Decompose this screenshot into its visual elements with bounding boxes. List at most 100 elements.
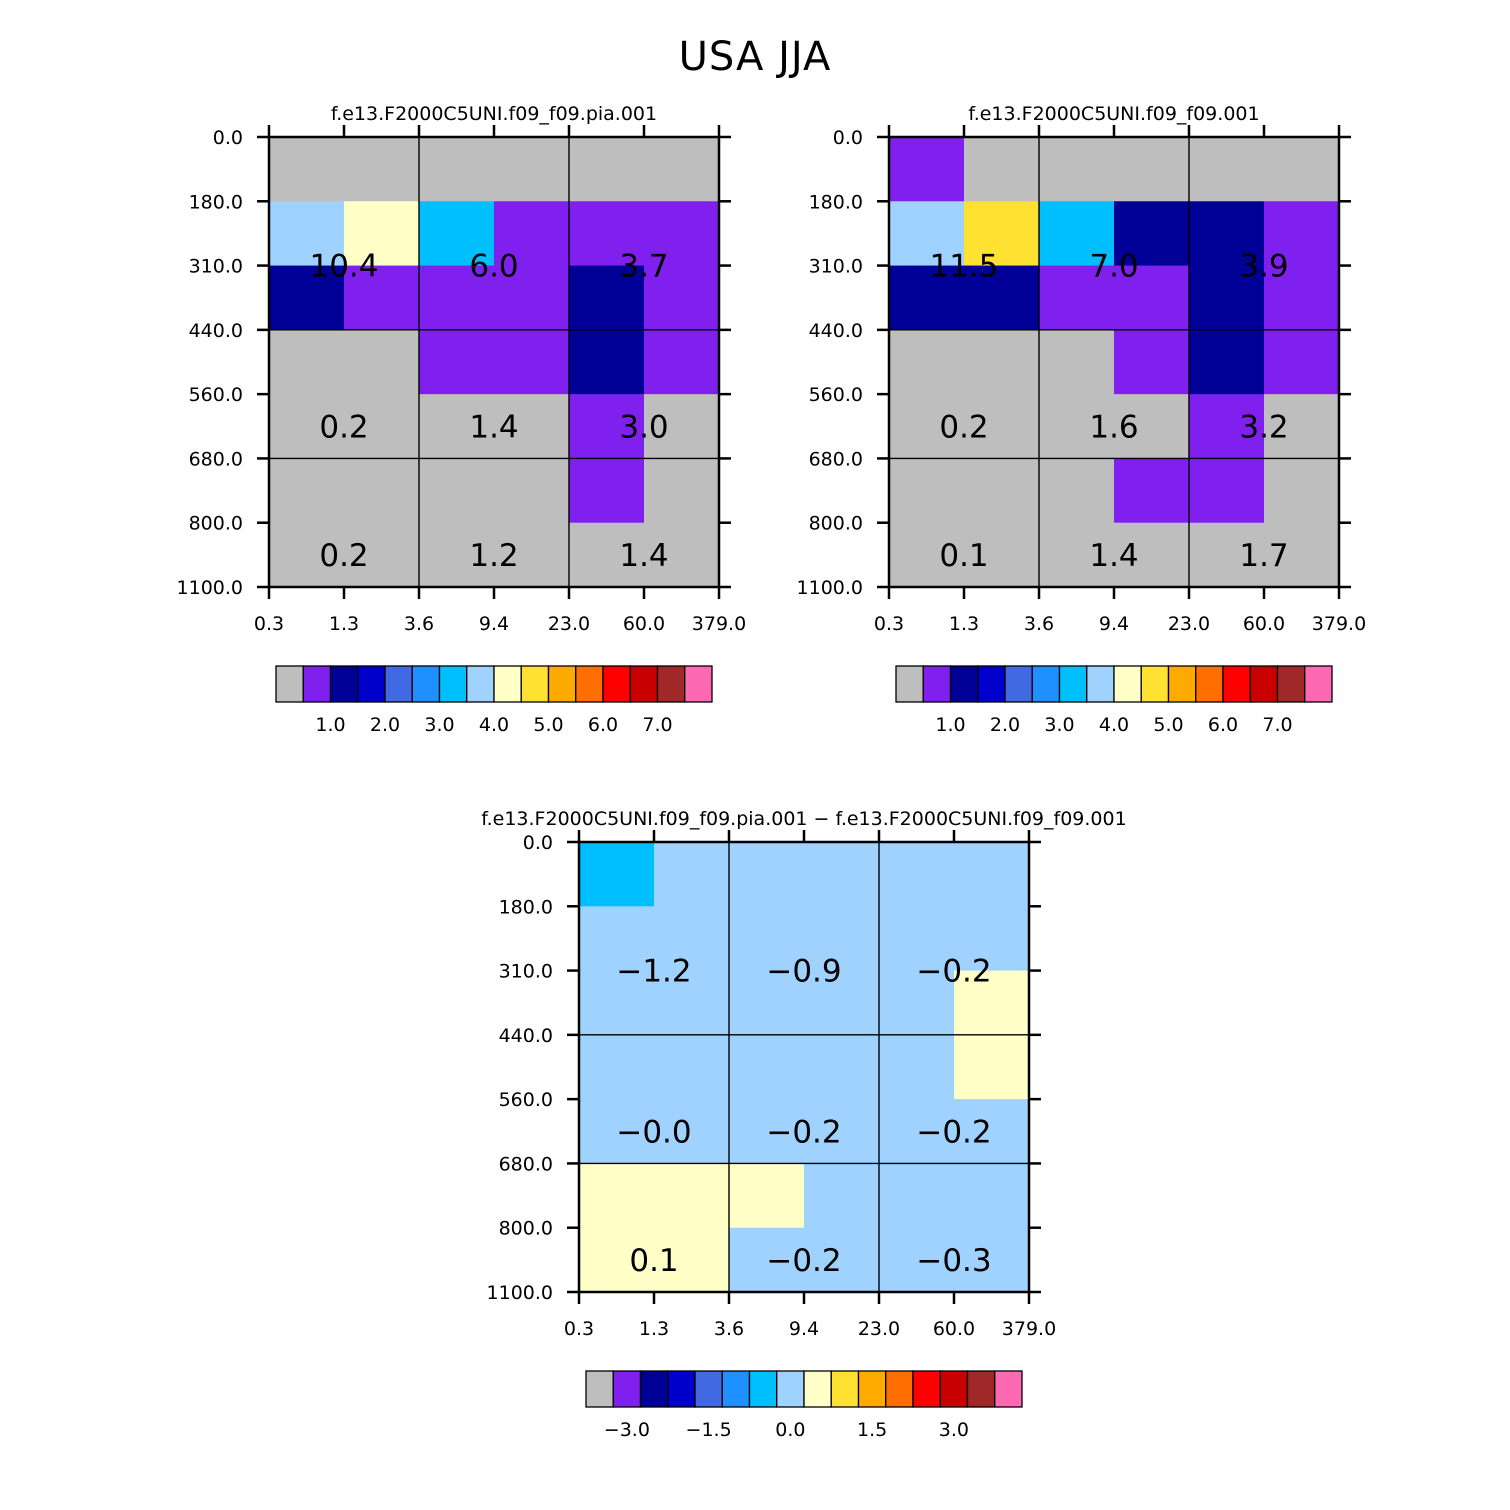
x-tick-label: 379.0 [1312, 613, 1366, 635]
colorbar-box [994, 1370, 1023, 1408]
heatmap-cell [1039, 329, 1115, 395]
x-tick-label: 1.3 [329, 613, 359, 635]
heatmap-cell [804, 970, 880, 1036]
heatmap-cell [269, 329, 345, 395]
heatmap-cell [579, 906, 655, 972]
heatmap-cell [804, 1163, 880, 1229]
colorbar-box [585, 1370, 614, 1408]
heatmap-cell [654, 1034, 730, 1100]
heatmap-cell [1114, 394, 1190, 459]
y-tick-label: 800.0 [809, 513, 863, 535]
y-tick-label: 1100.0 [177, 577, 243, 599]
y-tick-label: 180.0 [499, 896, 553, 918]
x-tick-label: 9.4 [789, 1318, 819, 1340]
colorbar-label: −1.5 [686, 1419, 732, 1441]
heatmap-cell [1264, 394, 1340, 459]
x-tick-label: 23.0 [1168, 613, 1210, 635]
cell-value-label: 1.6 [1089, 409, 1138, 445]
heatmap-cell [644, 201, 720, 267]
heatmap-cell [964, 201, 1040, 267]
colorbar-box [684, 665, 713, 703]
colorbar-box [1031, 665, 1061, 703]
heatmap-cell [579, 970, 655, 1036]
colorbar-box [1276, 665, 1306, 703]
colorbar-label: 7.0 [642, 714, 672, 736]
heatmap-cell [1039, 394, 1115, 459]
heatmap-cell [1114, 329, 1190, 395]
heatmap-cell [654, 1099, 730, 1164]
x-tick-label: 0.3 [254, 613, 284, 635]
colorbar-label: 2.0 [370, 714, 400, 736]
heatmap-cell [494, 201, 570, 267]
x-tick-label: 23.0 [548, 613, 590, 635]
heatmap-cell [579, 1163, 655, 1229]
colorbar: −3.0 −1.5 0.0 1.5 3.0 [585, 1370, 1023, 1441]
colorbar-box [694, 1370, 723, 1408]
x-tick-label: 60.0 [623, 613, 665, 635]
heatmap-cell [419, 137, 495, 202]
colorbar-label: 3.0 [424, 714, 454, 736]
heatmap-cell [1264, 458, 1340, 524]
heatmap-cell [419, 394, 495, 459]
panel-title: f.e13.F2000C5UNI.f09_f09.001 [968, 103, 1259, 125]
colorbar-box [1195, 665, 1224, 703]
heatmap-cell [729, 906, 805, 972]
cell-value-label: 1.7 [1239, 538, 1288, 574]
heatmap-cell [344, 201, 420, 267]
x-tick-label: 1.3 [949, 613, 979, 635]
colorbar-box [895, 665, 924, 703]
heatmap-cell [889, 329, 965, 395]
x-tick-label: 0.3 [564, 1318, 594, 1340]
heatmap-cell [1189, 265, 1265, 331]
heatmap-cell [494, 265, 570, 331]
cell-value-label: 1.4 [619, 538, 668, 574]
colorbar-box [748, 1370, 778, 1408]
heatmap-cell [889, 394, 965, 459]
colorbar-label: 4.0 [1099, 714, 1129, 736]
cell-value-label: −0.0 [616, 1114, 691, 1150]
heatmap-cell [1114, 137, 1190, 202]
cell-value-label: 11.5 [929, 249, 998, 285]
y-tick-label: 0.0 [213, 127, 243, 149]
heatmap-cell [1114, 522, 1190, 588]
x-tick-label: 3.6 [1024, 613, 1054, 635]
heatmap-cell [964, 522, 1040, 588]
heatmap-cell [494, 329, 570, 395]
cell-value-label: 0.2 [939, 409, 988, 445]
heatmap-cell [804, 1227, 880, 1293]
y-tick-label: 0.0 [523, 832, 553, 854]
heatmap-cell [269, 137, 345, 202]
cell-value-label: 7.0 [1089, 249, 1138, 285]
colorbar-box [803, 1370, 832, 1408]
colorbar-box [912, 1370, 941, 1408]
x-tick-label: 60.0 [1243, 613, 1285, 635]
colorbar-box [1113, 665, 1142, 703]
colorbar-box [721, 1370, 751, 1408]
colorbar-label: 5.0 [533, 714, 563, 736]
cell-value-label: 1.4 [1089, 538, 1138, 574]
heatmap-cell [1264, 329, 1340, 395]
colorbar-box [520, 665, 550, 703]
heatmap-cell [879, 1034, 955, 1100]
heatmap-cell [1189, 522, 1265, 588]
heatmap-cell [954, 842, 1030, 907]
colorbar-box [977, 665, 1006, 703]
heatmap-cell [889, 458, 965, 524]
colorbar: 1.0 2.0 3.0 4.0 5.0 6.0 7.0 [895, 665, 1333, 736]
x-tick-label: 379.0 [692, 613, 746, 635]
colorbar-label: 5.0 [1153, 714, 1183, 736]
cell-value-label: 0.2 [319, 409, 368, 445]
y-tick-label: 680.0 [189, 448, 243, 470]
heatmap-cell [579, 1034, 655, 1100]
heatmap-cell [879, 1163, 955, 1229]
heatmap-cell [344, 329, 420, 395]
heatmap-cell [954, 1034, 1030, 1100]
heatmap-cell [804, 1099, 880, 1164]
colorbar-box [1004, 665, 1033, 703]
heatmap-cell [729, 1163, 805, 1229]
heatmap-cell [269, 522, 345, 588]
heatmap-cell [964, 265, 1040, 331]
colorbar-box [922, 665, 952, 703]
heatmap-cell [644, 265, 720, 331]
heatmap-cell [579, 842, 655, 907]
